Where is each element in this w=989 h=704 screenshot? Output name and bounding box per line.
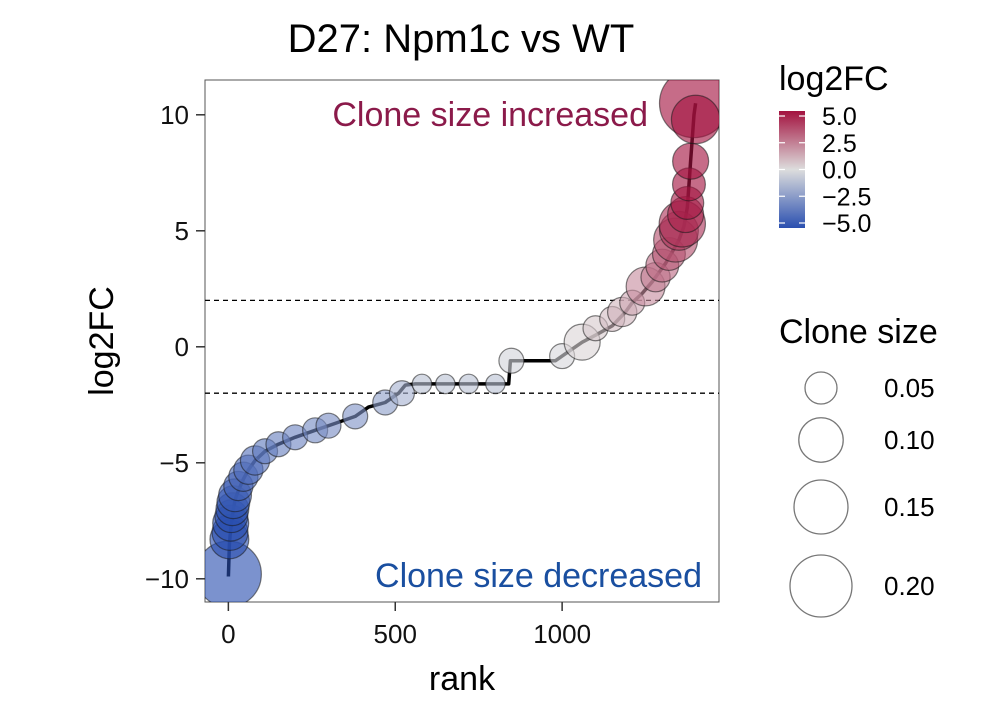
y-tick-label: 0 [175,332,189,362]
threshold-lines [205,299,719,394]
color-legend-title: log2FC [779,60,889,98]
y-tick-label: 10 [160,100,189,130]
y-tick-label: 5 [175,216,189,246]
y-axis: −10 −5 0 5 10 [145,100,205,594]
data-point-24 [498,347,525,374]
data-point-22 [458,373,479,395]
y-tick-label: −5 [159,448,189,478]
color-tick-label: 5.0 [822,103,857,131]
data-point-20 [411,373,433,395]
data-point-23 [485,373,506,395]
annotation-decreased: Clone size decreased [375,557,702,595]
y-tick-label: −10 [145,564,189,594]
data-point-21 [435,373,456,395]
data-point-17 [342,403,369,430]
size-legend: Clone size 0.05 0.10 0.15 0.20 [779,313,938,618]
color-legend: log2FC 5.02.50.0−2.5−5.0 [779,60,889,238]
x-tick-label: 0 [221,619,235,649]
data-point-19 [388,380,416,407]
chart-title: D27: Npm1c vs WT [288,17,635,61]
x-axis: 0 500 1000 [221,602,591,649]
y-axis-label: log2FC [83,286,121,396]
size-legend-circle [804,371,838,405]
size-legend-label: 0.10 [884,425,935,455]
size-legend-label: 0.20 [884,571,935,601]
x-tick-label: 500 [374,619,417,649]
x-axis-label: rank [429,660,496,698]
color-tick-label: 0.0 [822,157,857,185]
annotation-increased: Clone size increased [332,96,648,134]
color-tick-label: −5.0 [822,210,871,238]
data-point-41 [672,142,710,180]
size-legend-circle [798,417,844,463]
size-legend-title: Clone size [779,313,938,351]
color-tick-label: −2.5 [822,183,871,211]
plot-panel [204,79,720,603]
color-tick-label: 2.5 [822,130,857,158]
data-points [205,80,719,602]
data-point-43 [670,94,719,145]
size-legend-circle [789,554,853,618]
size-legend-circle [793,479,849,535]
size-legend-label: 0.15 [884,492,935,522]
x-tick-label: 1000 [533,619,591,649]
size-legend-label: 0.05 [884,373,935,403]
data-point-16 [315,412,342,439]
